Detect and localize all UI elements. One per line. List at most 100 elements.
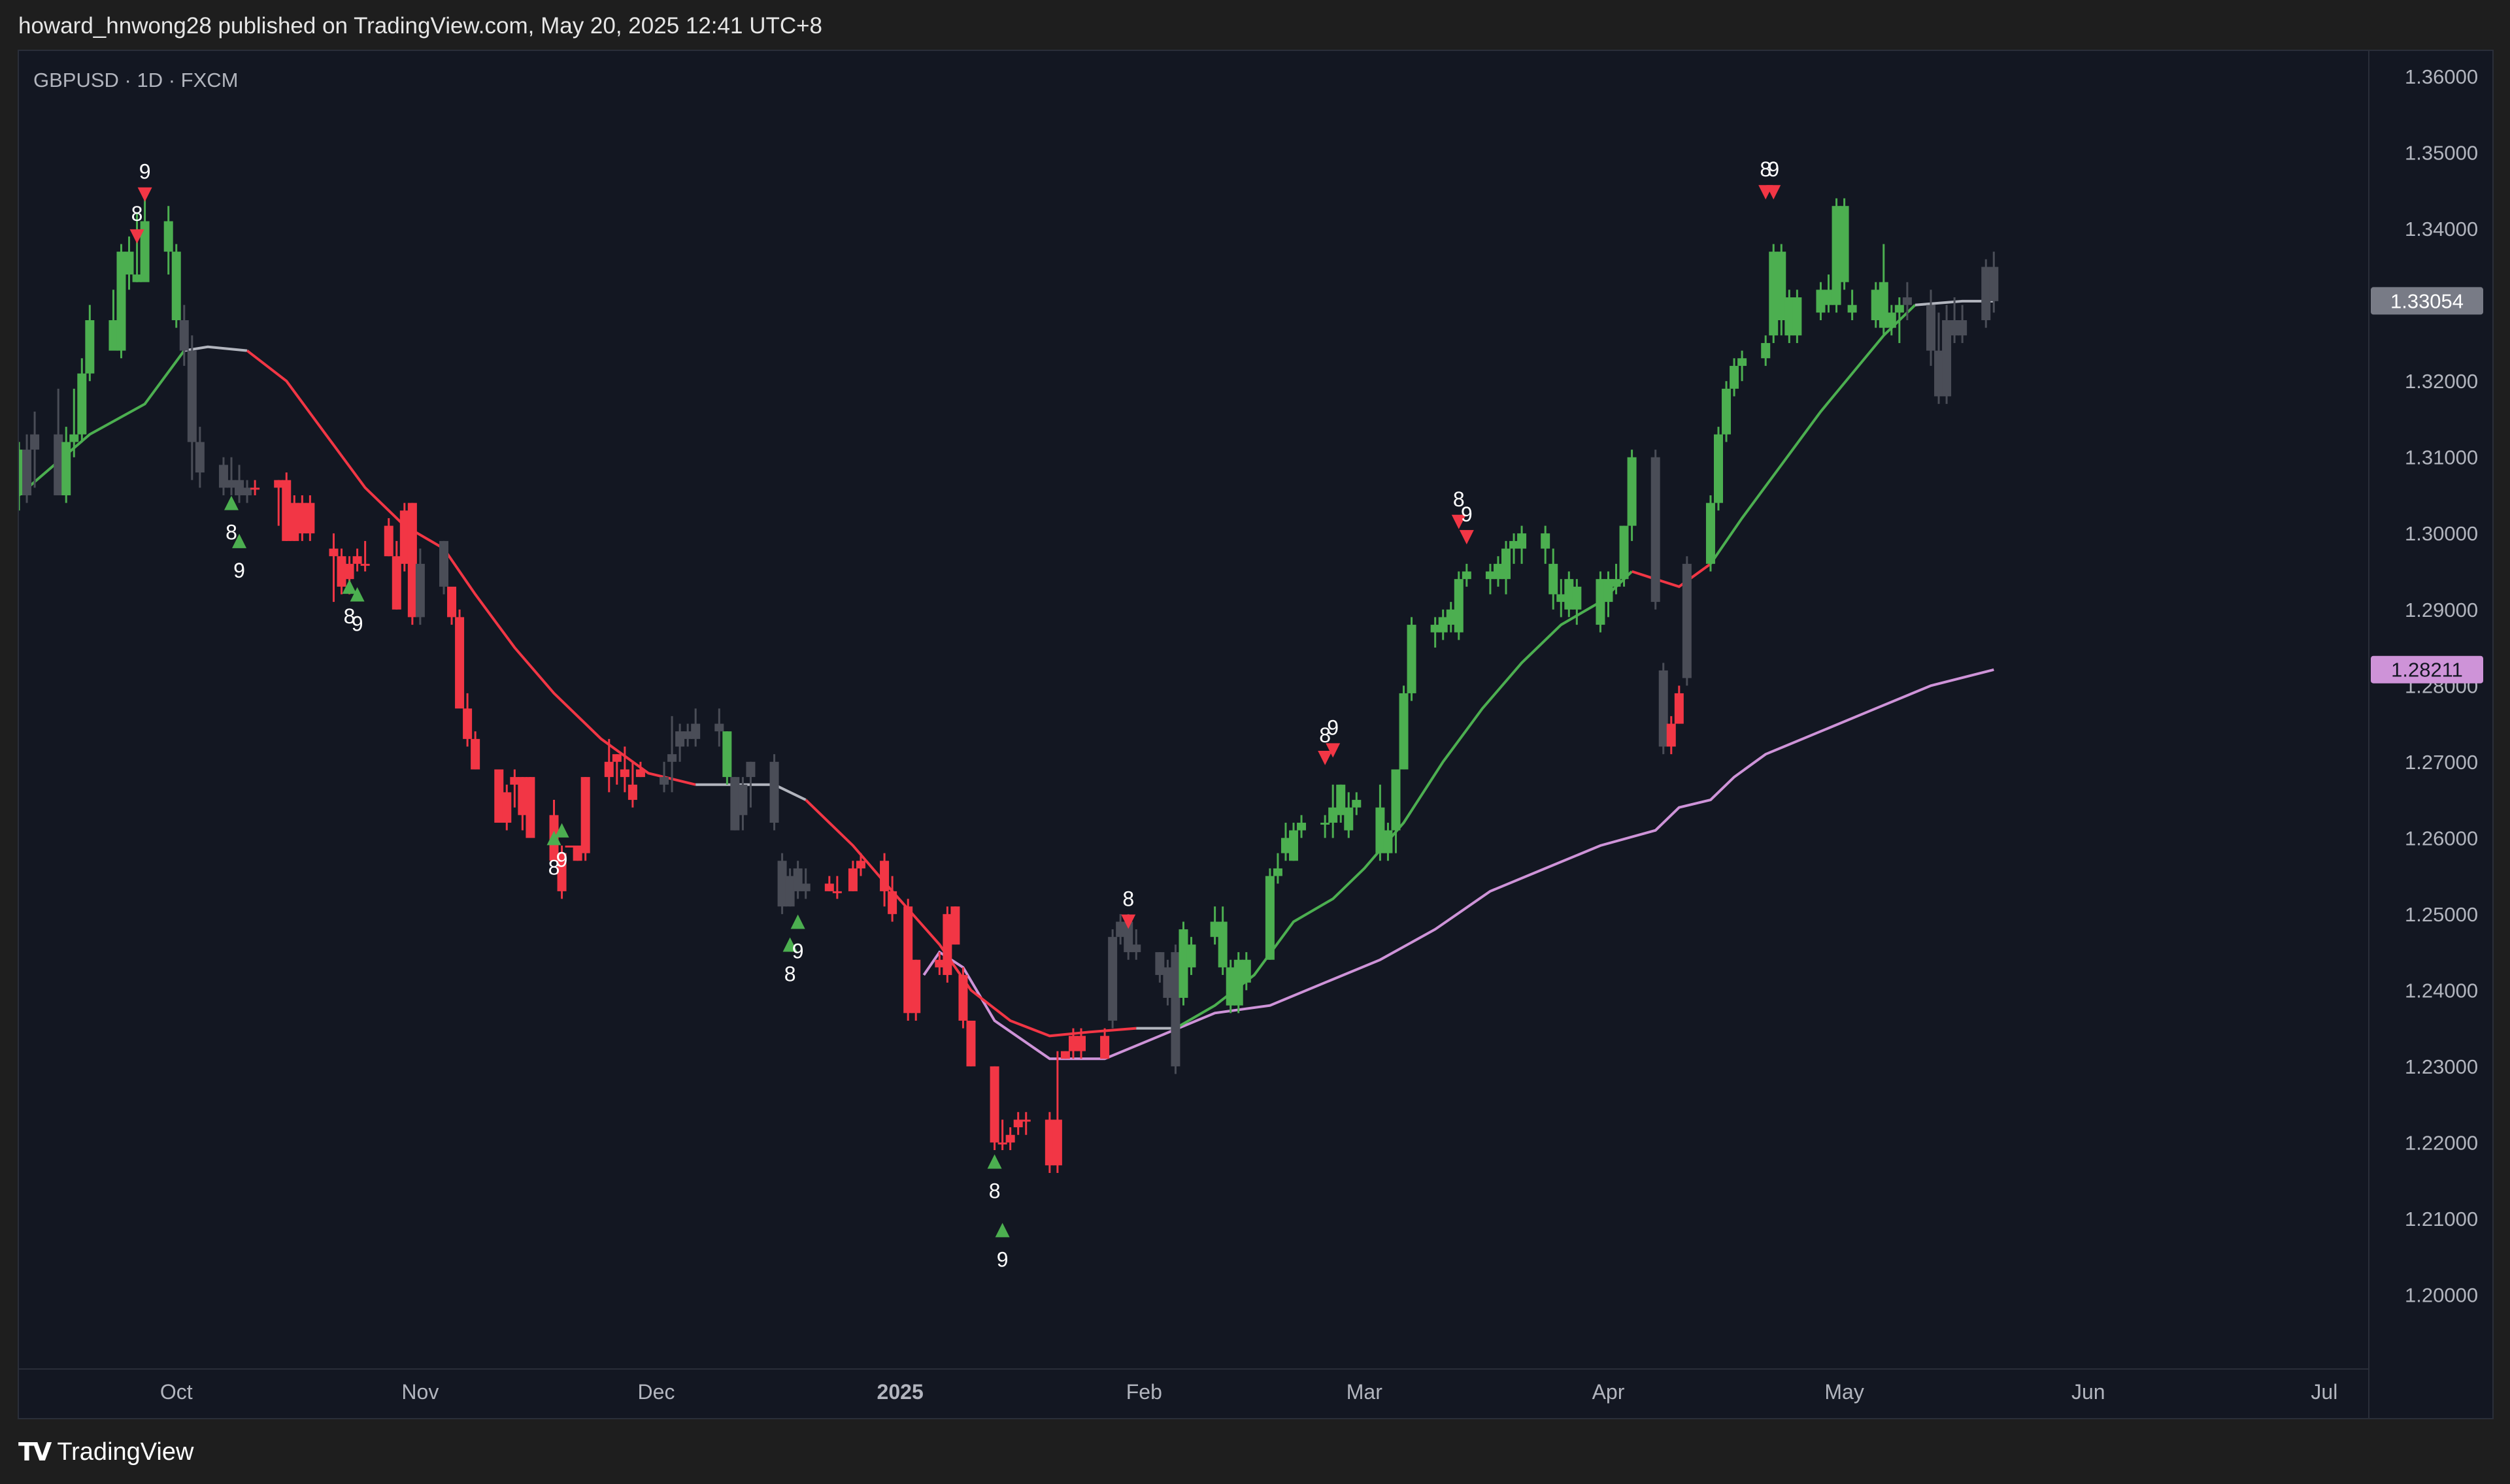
candle-body: [1981, 267, 1991, 320]
candle-body: [360, 563, 370, 566]
buy-signal-triangle: [546, 831, 561, 846]
candle-body: [502, 792, 512, 823]
candle-body: [1280, 838, 1290, 853]
candle-body: [399, 510, 409, 564]
candle-body: [1847, 305, 1857, 313]
candle-body: [54, 434, 63, 495]
candle-body: [290, 503, 299, 541]
candle-body: [580, 777, 590, 853]
candle-body: [329, 548, 339, 557]
candle-body: [526, 777, 535, 838]
candle-body: [997, 1142, 1007, 1145]
top-bar: howard_hnwong28 published on TradingView…: [0, 0, 2510, 51]
sell-signal-triangle: [1766, 185, 1781, 200]
brand[interactable]: TV TradingView: [18, 1438, 193, 1466]
price-tick-label: 1.20000: [2405, 1283, 2478, 1306]
candle-body: [1509, 540, 1519, 549]
ma-fast-segment: [19, 350, 186, 497]
time-axis[interactable]: Oct Nov Dec 2025 Feb Mar Apr May Jun Jul: [160, 1380, 2337, 1404]
candle-body: [1407, 625, 1416, 693]
candle-body: [1186, 944, 1196, 968]
signal-count-label: 8: [784, 962, 796, 985]
candle-body: [69, 434, 79, 442]
candle-body: [769, 761, 779, 823]
time-tick-label: May: [1824, 1380, 1864, 1404]
candle-body: [384, 525, 393, 557]
sell-signal-triangle: [129, 229, 144, 244]
candle-body: [1784, 297, 1794, 336]
candle-body: [888, 891, 897, 914]
signal-count-label: 8: [1760, 157, 1771, 181]
candle-body: [722, 731, 732, 778]
candle-body: [1603, 579, 1613, 602]
candle-body: [1894, 305, 1904, 313]
candle-body: [1730, 365, 1739, 389]
signal-count-label: 9: [1461, 503, 1473, 526]
candle-body: [1611, 579, 1621, 587]
price-tick-label: 1.29000: [2405, 599, 2478, 621]
candle-body: [1714, 434, 1723, 503]
time-tick-label: Oct: [160, 1380, 193, 1404]
candle-body: [935, 959, 945, 968]
candle-body: [1619, 525, 1629, 580]
candle-body: [439, 540, 448, 587]
candle-body: [880, 861, 890, 891]
candle-body: [990, 1066, 999, 1143]
candle-body: [30, 434, 40, 450]
candle-body: [1328, 807, 1338, 823]
time-tick-label: Apr: [1592, 1380, 1625, 1404]
candle-body: [1430, 625, 1440, 633]
ma-fast-segment: [1709, 304, 1916, 565]
price-tick-label: 1.27000: [2405, 751, 2478, 774]
signal-count-label: 8: [226, 521, 237, 544]
buy-signal-triangle: [554, 823, 569, 838]
candle-body: [1839, 206, 1849, 282]
candle-body: [392, 556, 401, 610]
candle-body: [950, 906, 960, 945]
sell-signal-triangle: [1459, 530, 1474, 545]
candle-body: [635, 769, 645, 778]
candle-body: [1068, 1036, 1078, 1051]
sell-signal-triangle: [1318, 750, 1333, 765]
signal-count-label: 8: [131, 202, 143, 225]
candle-body: [1871, 289, 1881, 320]
buy-signal-triangle: [995, 1223, 1010, 1238]
candle-body: [1383, 830, 1393, 853]
candle-body: [1666, 723, 1676, 747]
price-axis[interactable]: 1.20000 1.21000 1.22000 1.23000 1.24000 1.250…: [2371, 65, 2483, 1306]
candle-body: [1737, 358, 1747, 366]
candle-body: [282, 480, 292, 541]
candle-body: [61, 442, 71, 495]
candle-body: [1289, 830, 1298, 861]
price-tick-label: 1.32000: [2405, 370, 2478, 393]
signal-count-label: 9: [1327, 716, 1339, 739]
buy-signal-triangle: [782, 937, 797, 952]
candle-body: [1942, 320, 1952, 397]
candle-body: [1816, 289, 1826, 313]
candle-body: [1352, 800, 1362, 808]
candle-body: [19, 450, 24, 495]
time-tick-label: 2025: [877, 1380, 924, 1404]
candle-body: [1100, 1036, 1110, 1059]
candle-body: [1548, 563, 1558, 595]
candle-body: [187, 350, 197, 442]
candle-body: [628, 784, 637, 800]
signal-count-label: 8: [548, 855, 560, 879]
candle-body: [565, 845, 575, 848]
time-tick-label: Dec: [638, 1380, 675, 1404]
candle-body: [738, 784, 748, 816]
candle-body: [793, 868, 803, 891]
published-by-text: howard_hnwong28 published on TradingView…: [18, 13, 823, 39]
candle-body: [832, 891, 842, 893]
candle-body: [1824, 289, 1833, 305]
candle-body: [1541, 533, 1550, 549]
candle-body: [140, 221, 150, 282]
candle-body: [1344, 807, 1354, 831]
candle-body: [667, 754, 677, 762]
time-tick-label: Jun: [2071, 1380, 2105, 1404]
candle-body: [1769, 252, 1779, 336]
candle-body: [227, 480, 236, 488]
